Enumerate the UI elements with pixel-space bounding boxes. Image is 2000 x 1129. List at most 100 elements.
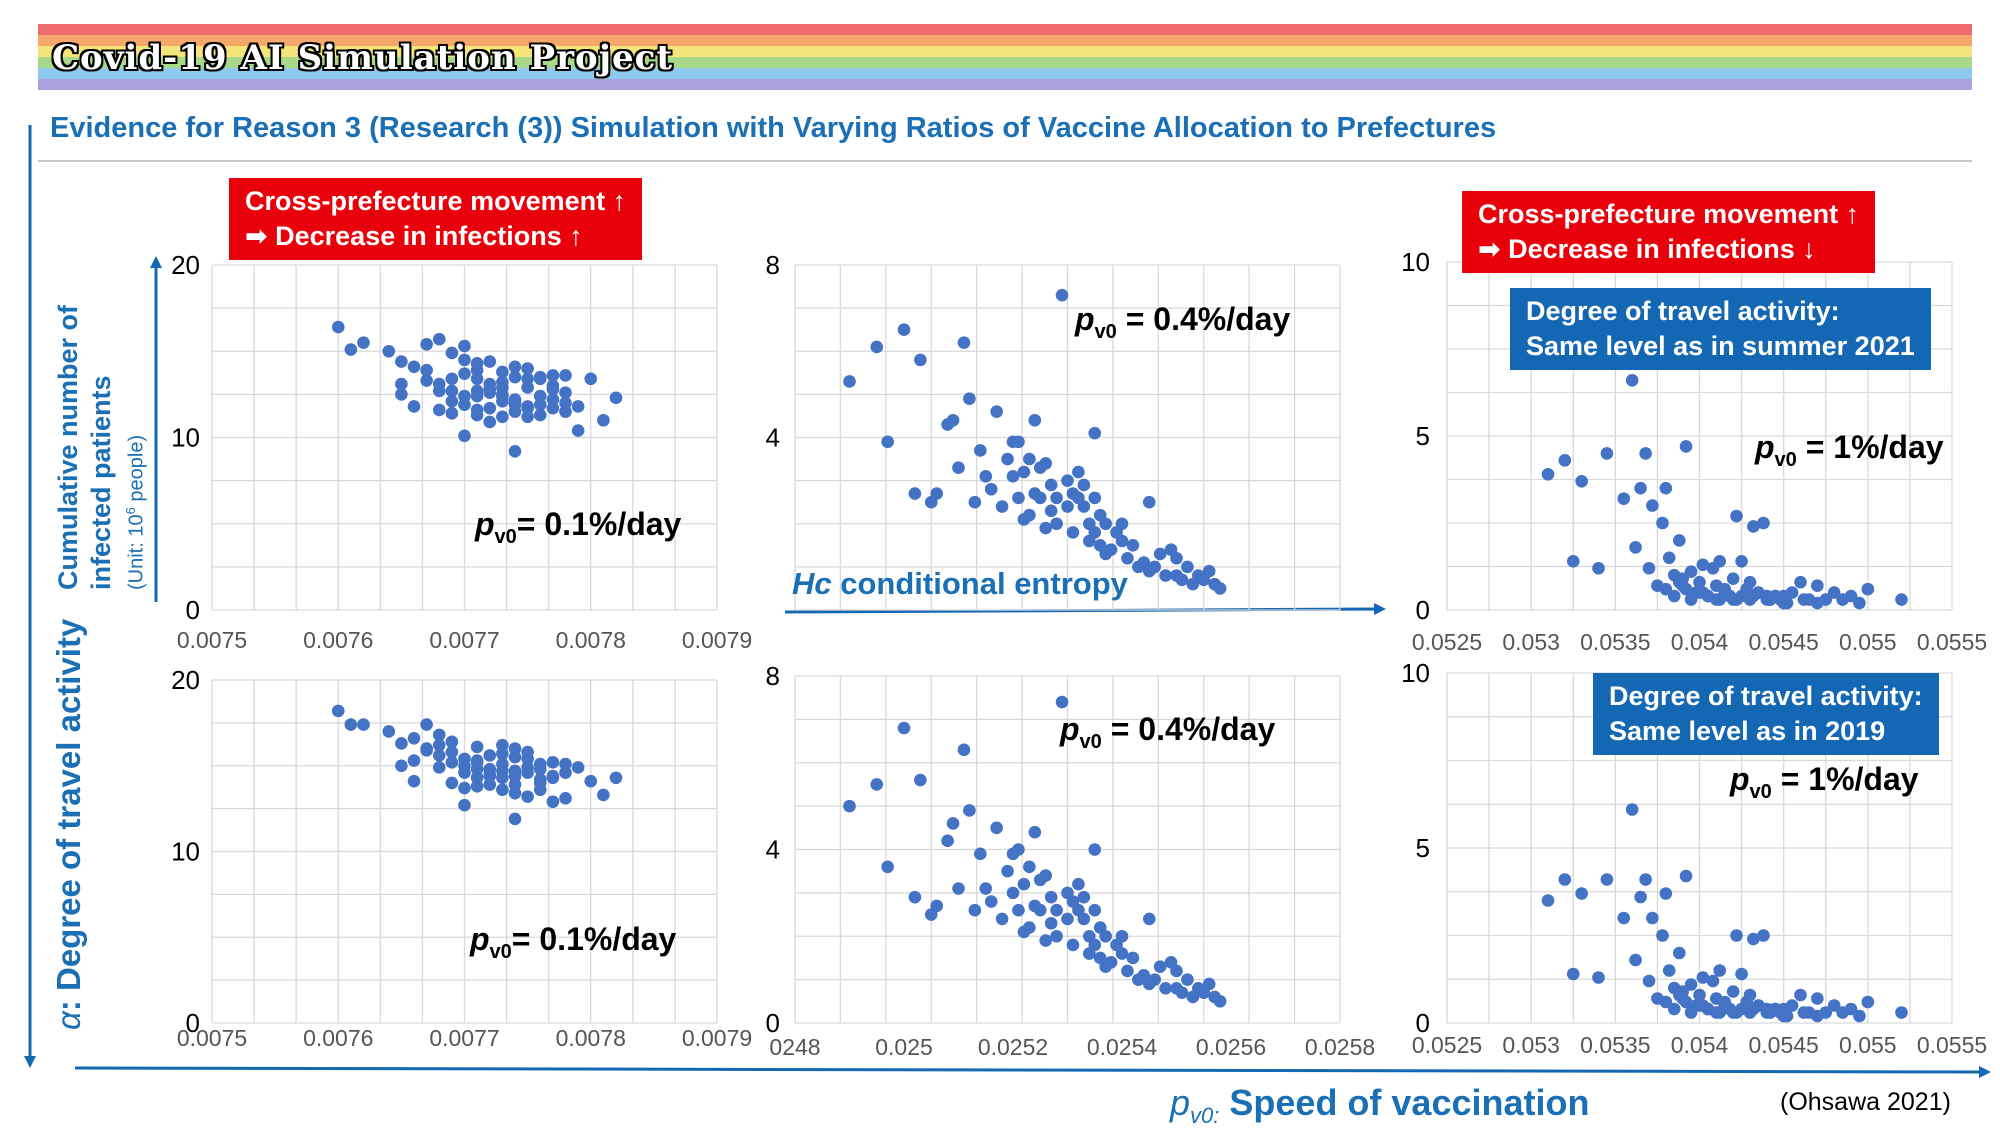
data-point <box>1684 565 1698 579</box>
scatter-chart-bottom-middle: 0 4 8 0248 0.025 0.0252 0.0254 0.0256 0.0258 pv0 … <box>766 661 1376 1060</box>
data-point <box>1634 890 1647 904</box>
data-point <box>930 487 943 500</box>
data-point <box>1575 887 1588 900</box>
data-point <box>1629 953 1642 967</box>
data-point <box>1213 582 1227 595</box>
infected-axis-title-line2: infected patients <box>86 375 116 590</box>
data-point <box>432 749 446 762</box>
banner-stripe <box>38 79 1972 90</box>
data-point <box>1730 929 1743 942</box>
data-point <box>496 410 509 424</box>
data-point <box>331 320 345 334</box>
data-point <box>957 336 971 349</box>
data-point <box>1895 593 1908 606</box>
y-tick-label: 10 <box>1401 247 1430 277</box>
data-point <box>1706 974 1720 988</box>
y-tick-label: 8 <box>766 250 780 280</box>
data-point <box>1811 596 1824 610</box>
data-point <box>470 403 484 417</box>
data-point <box>1006 470 1020 483</box>
infected-axis-title-line1: Cumulative number of <box>53 304 83 590</box>
data-point <box>1006 886 1020 900</box>
left-alert-box: Cross-prefecture movement ↑ ➡ Decrease i… <box>229 178 643 260</box>
data-point <box>1044 916 1058 930</box>
data-point <box>1088 903 1102 917</box>
data-point <box>1170 551 1183 565</box>
data-point <box>1061 500 1074 513</box>
data-point <box>1088 938 1102 952</box>
y-tick-label: 0 <box>766 1008 780 1038</box>
data-point <box>1811 1009 1824 1023</box>
data-point <box>957 743 971 757</box>
unit-exponent: 6 <box>123 507 138 515</box>
pv0-value-label: pv0= 0.1%/day <box>469 921 677 963</box>
data-point <box>382 344 396 358</box>
x-tick-label: 0.0525 <box>1412 629 1482 655</box>
data-point <box>1794 988 1807 1002</box>
data-point <box>1693 575 1706 589</box>
x-tick-label: 0248 <box>769 1034 820 1060</box>
hc-symbol: Hc <box>792 566 832 601</box>
data-point <box>458 339 471 353</box>
data-point <box>432 738 446 752</box>
x-tick-label: 0.0258 <box>1305 1034 1375 1060</box>
data-point <box>1785 586 1799 599</box>
data-point <box>952 461 965 474</box>
data-point <box>1126 951 1140 965</box>
data-point <box>1142 495 1156 509</box>
pv0-value-label: pv0 = 1%/day <box>1729 761 1919 803</box>
data-point <box>496 764 509 778</box>
data-point <box>1600 873 1614 886</box>
data-point <box>546 401 560 415</box>
banner-stripe <box>38 35 1972 46</box>
data-point <box>968 495 982 509</box>
data-point <box>1785 999 1799 1012</box>
data-point <box>870 778 884 791</box>
data-point <box>584 774 598 788</box>
pv0-value-label: pv0 = 1%/day <box>1754 429 1944 471</box>
data-point <box>914 773 927 787</box>
travel-2019-line2: Same level as in 2019 <box>1609 716 1886 746</box>
x-tick-label: 0.0076 <box>303 627 373 653</box>
x-tick-label: 0.0077 <box>429 1025 499 1051</box>
data-point <box>1625 374 1639 387</box>
unit-prefix: (Unit: 10 <box>125 514 148 590</box>
x-tick-label: 0.0077 <box>429 627 499 653</box>
data-point <box>496 381 509 394</box>
data-point <box>1012 843 1025 856</box>
data-point <box>1743 988 1757 1002</box>
data-point <box>407 400 421 413</box>
data-point <box>533 389 547 403</box>
data-point <box>1159 982 1172 995</box>
data-point <box>1541 894 1555 907</box>
data-point <box>1202 977 1216 991</box>
data-point <box>1827 999 1841 1012</box>
data-point <box>1039 457 1052 470</box>
data-point <box>1066 526 1080 539</box>
data-point <box>1659 887 1673 900</box>
data-point <box>470 389 484 403</box>
data-point <box>1811 992 1824 1005</box>
y-tick-label: 0 <box>1416 595 1430 625</box>
data-point <box>1693 988 1706 1002</box>
data-point <box>1592 971 1605 984</box>
data-point <box>1023 860 1036 874</box>
data-point <box>508 812 522 826</box>
pv0-axis-title: pv0: Speed of vaccination <box>1170 1082 1589 1129</box>
x-tick-label: 0.0256 <box>1196 1034 1266 1060</box>
right-alert-line1: Cross-prefecture movement ↑ <box>1478 199 1860 229</box>
data-point <box>1017 465 1031 479</box>
data-point <box>1575 474 1588 488</box>
slide-subtitle: Evidence for Reason 3 (Research (3)) Sim… <box>50 112 1497 144</box>
data-point <box>1659 481 1673 495</box>
data-point <box>420 363 433 377</box>
data-point <box>1763 593 1777 606</box>
data-point <box>521 372 534 386</box>
data-point <box>1646 499 1659 512</box>
data-point <box>1012 491 1025 505</box>
data-point <box>382 725 396 738</box>
scatter-chart-top-middle: 4 8 pv0 = 0.4%/day <box>766 250 1341 611</box>
data-point <box>571 400 585 413</box>
rainbow-banner <box>38 24 1972 90</box>
data-point <box>458 429 471 443</box>
